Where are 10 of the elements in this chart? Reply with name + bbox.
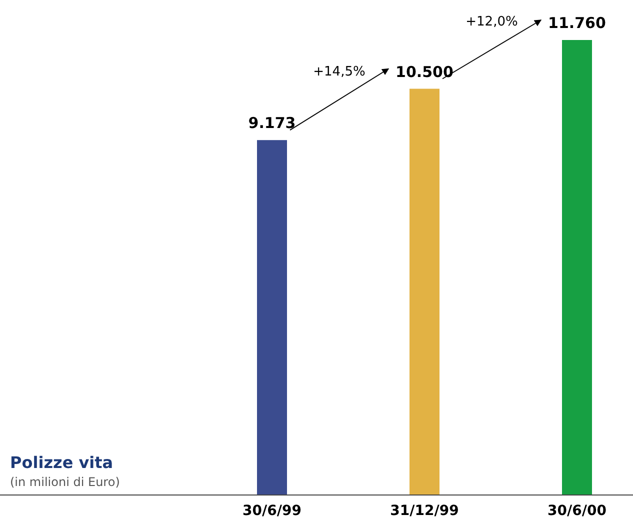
text: Polizze vita bbox=[10, 453, 114, 472]
data-label: 10.500 bbox=[396, 62, 454, 81]
x-tick-label: 31/12/99 bbox=[390, 503, 459, 519]
x-tick-label: 30/6/00 bbox=[548, 503, 607, 519]
x-tick-label: 30/6/99 bbox=[242, 503, 302, 519]
data-label: 11.760 bbox=[548, 14, 606, 32]
text: +12,0% bbox=[466, 14, 518, 30]
text: (in milioni di Euro) bbox=[10, 475, 120, 489]
data-label: 9.173 bbox=[248, 114, 296, 132]
annotation: +14,5% bbox=[313, 64, 366, 80]
